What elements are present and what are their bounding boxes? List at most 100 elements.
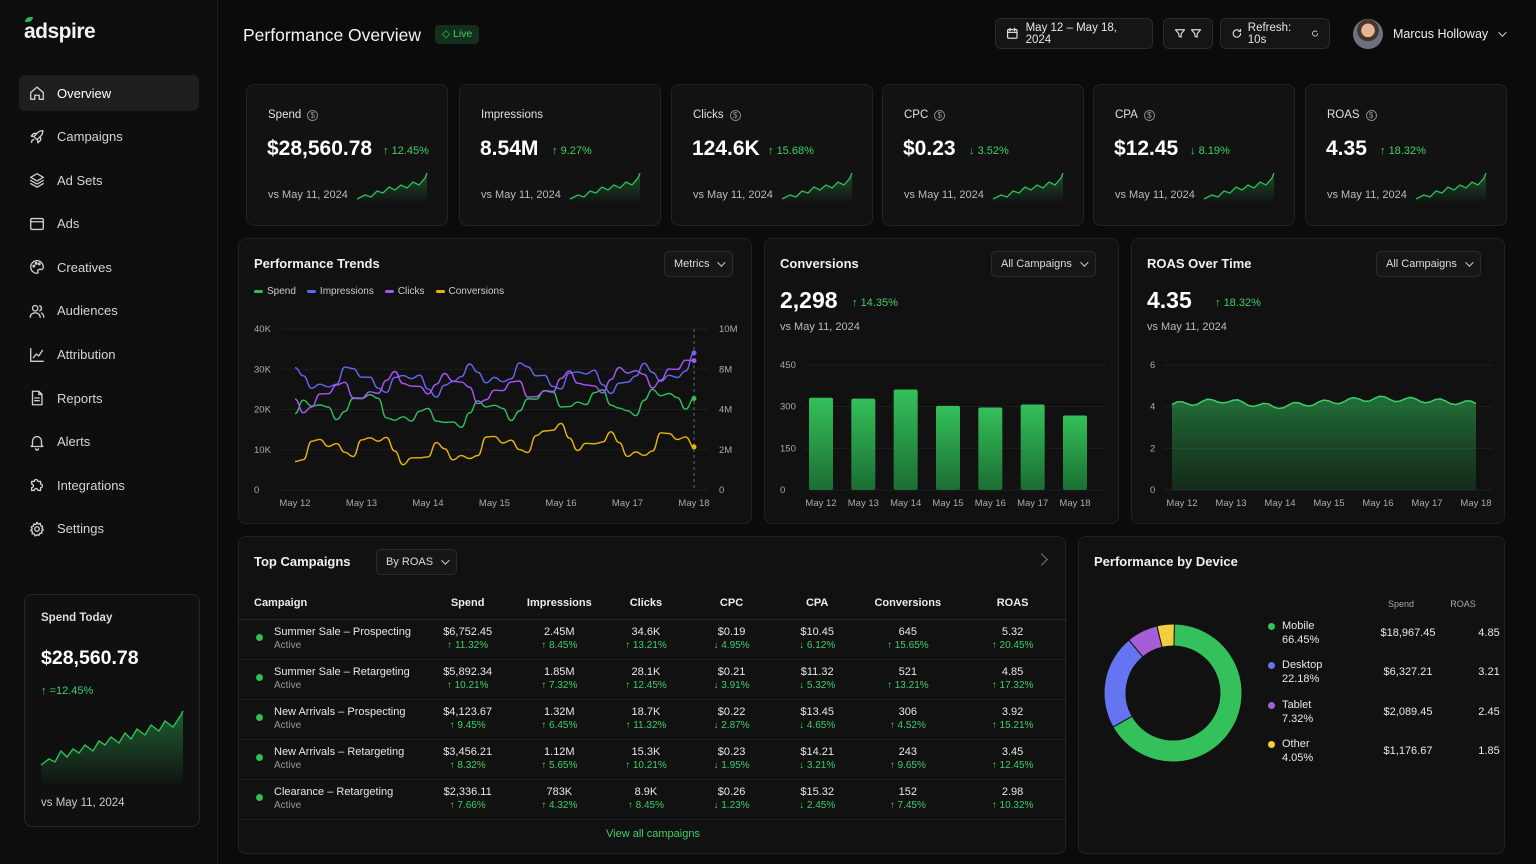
metric-delta: ↓ 1.23%: [713, 800, 750, 811]
sidebar-item-alerts[interactable]: Alerts: [19, 424, 199, 460]
campaign-status: Active: [274, 760, 302, 771]
x-tick-label: May 18: [1460, 498, 1491, 509]
sidebar-item-overview[interactable]: Overview: [19, 75, 199, 111]
series-line-clicks: [294, 359, 695, 414]
column-header[interactable]: ROAS: [958, 587, 1067, 620]
table-row[interactable]: New Arrivals – Prospecting Active $4,123.6…: [239, 699, 1067, 740]
device-row-tablet[interactable]: Tablet 7.32% $2,089.45 2.45: [1268, 698, 1514, 726]
sidebar-item-audiences[interactable]: Audiences: [19, 293, 199, 329]
series-point: [691, 396, 697, 402]
device-row-other[interactable]: Other 4.05% $1,176.67 1.85: [1268, 737, 1514, 765]
y-tick-label: 150: [780, 443, 796, 454]
device-row-mobile[interactable]: Mobile 66.45% $18,967.45 4.85: [1268, 619, 1514, 647]
roas-over-time-chart: 6 4 2 0 May 12 May 13 May 14 May 15 May 16 May 17…: [1150, 360, 1492, 509]
info-icon[interactable]: $: [307, 109, 319, 121]
brand-logo[interactable]: adspire: [24, 17, 96, 44]
series-line-conversions: [294, 422, 695, 466]
device-name: Other: [1282, 738, 1310, 750]
sidebar-item-reports[interactable]: Reports: [19, 380, 199, 416]
column-header[interactable]: CPA: [776, 587, 858, 620]
metrics-dropdown[interactable]: Metrics: [664, 251, 734, 277]
metric-delta: ↑ 4.52%: [889, 720, 926, 731]
kpi-label-text: Clicks: [693, 109, 724, 121]
metric-delta: ↓ 4.65%: [799, 720, 836, 731]
device-row-desktop[interactable]: Desktop 22.18% $6,327.21 3.21: [1268, 658, 1514, 686]
column-header[interactable]: CPC: [686, 587, 777, 620]
sidebar-item-creatives[interactable]: Creatives: [19, 249, 199, 285]
info-icon[interactable]: $: [934, 109, 946, 121]
legend-item-conversions[interactable]: Conversions: [435, 286, 504, 297]
campaign-name[interactable]: Clearance – Retargeting: [274, 786, 394, 798]
kpi-delta-value: 3.52%: [977, 145, 1009, 157]
roas-campaign-dropdown[interactable]: All Campaigns: [1376, 251, 1481, 277]
column-header[interactable]: Campaign: [239, 587, 423, 620]
sidebar-item-integrations[interactable]: Integrations: [19, 467, 199, 503]
bar[interactable]: [1063, 415, 1087, 490]
legend-item-clicks[interactable]: Clicks: [384, 286, 425, 297]
info-icon[interactable]: $: [729, 109, 741, 121]
user-menu[interactable]: Marcus Holloway: [1353, 18, 1507, 49]
kpi-card-cpa[interactable]: CPA $ $12.45 ↓ 8.19% vs May 11, 2024: [1093, 84, 1295, 226]
sidebar-item-ad-sets[interactable]: Ad Sets: [19, 162, 199, 198]
kpi-sparkline: [357, 173, 428, 203]
date-range-label: May 12 – May 18, 2024: [1025, 21, 1117, 46]
campaign-name[interactable]: New Arrivals – Retargeting: [274, 746, 405, 758]
info-icon[interactable]: $: [1143, 109, 1155, 121]
rocket-icon: [30, 129, 44, 144]
chevron-down-icon: [1498, 27, 1507, 37]
kpi-card-roas[interactable]: ROAS $4.35 ↑ 18.32% vs May 11, 2024: [1305, 84, 1507, 226]
metric-value: 34.6K: [631, 626, 661, 638]
donut-slice-mobile[interactable]: [1112, 623, 1243, 763]
sidebar-item-attribution[interactable]: Attribution: [19, 337, 199, 373]
legend-item-spend[interactable]: Spend: [254, 286, 296, 297]
column-header[interactable]: Spend: [422, 587, 513, 620]
date-range-picker[interactable]: May 12 – May 18, 2024: [995, 18, 1153, 49]
expand-chevron-icon[interactable]: [1035, 553, 1048, 566]
bar[interactable]: [851, 398, 876, 490]
device-dot: [1268, 702, 1275, 709]
status-dot: [256, 634, 263, 641]
table-row[interactable]: Summer Sale – Prospecting Active $6,752.45…: [239, 619, 1067, 660]
conversions-campaign-dropdown[interactable]: All Campaigns: [991, 251, 1096, 277]
sidebar-item-label: Ads: [57, 216, 80, 232]
metric-cell: $0.19 ↓ 4.95%: [686, 619, 777, 660]
sidebar-item-settings[interactable]: Settings: [19, 511, 199, 547]
table-row[interactable]: New Arrivals – Retargeting Active $3,456.2…: [239, 739, 1067, 780]
bar[interactable]: [936, 405, 960, 490]
kpi-card-impressions[interactable]: Impressions 8.54M ↑ 9.27% vs May 11, 2024: [459, 84, 661, 226]
legend-item-impressions[interactable]: Impressions: [306, 286, 374, 297]
kpi-card-cpc[interactable]: CPC $ $0.23 ↓ 3.52% vs May 11, 2024: [882, 84, 1084, 226]
campaign-name[interactable]: New Arrivals – Prospecting: [274, 706, 406, 718]
kpi-card-clicks[interactable]: Clicks $124.6K ↑ 15.68% vs May 11, 2024: [671, 84, 873, 226]
gear-icon: [30, 521, 44, 537]
sidebar-item-campaigns[interactable]: Campaigns: [19, 119, 199, 155]
campaign-name[interactable]: Summer Sale – Prospecting: [274, 626, 411, 638]
metric-cell: 1.12M ↑ 5.65%: [512, 739, 606, 780]
bar[interactable]: [809, 397, 833, 490]
table-row[interactable]: Summer Sale – Retargeting Active $5,892.34…: [239, 659, 1067, 700]
legend-swatch: [306, 290, 316, 293]
table-row[interactable]: Clearance – Retargeting Active $2,336.11 ↑ …: [239, 779, 1067, 820]
device-dot: [1268, 741, 1275, 748]
kpi-card-spend[interactable]: Spend $ $28,560.78 ↑ 12.45% vs May 11, 2024: [246, 84, 448, 226]
metric-cell: 4.85 ↑ 17.32%: [958, 659, 1067, 700]
info-icon[interactable]: $: [1365, 109, 1377, 121]
metric-delta: ↑ 9.65%: [889, 760, 926, 771]
filter-button[interactable]: [1163, 18, 1213, 49]
column-header[interactable]: Clicks: [605, 587, 687, 620]
sidebar-item-ads[interactable]: Ads: [19, 206, 199, 242]
spend-today-title: Spend Today: [41, 612, 113, 624]
campaign-name[interactable]: Summer Sale – Retargeting: [274, 666, 410, 678]
kpi-value: 4.35: [1326, 137, 1367, 160]
view-all-campaigns-link[interactable]: View all campaigns: [606, 828, 700, 840]
bar[interactable]: [978, 407, 1003, 491]
sort-by-dropdown[interactable]: By ROAS: [376, 549, 458, 575]
metric-delta: ↑ 8.32%: [449, 760, 486, 771]
bar[interactable]: [893, 389, 918, 490]
refresh-button[interactable]: Refresh: 10s: [1220, 18, 1330, 49]
donut-slice-other[interactable]: [1156, 623, 1175, 648]
donut-slice-desktop[interactable]: [1103, 639, 1144, 728]
column-header[interactable]: Conversions: [857, 587, 959, 620]
bar[interactable]: [1020, 404, 1045, 490]
column-header[interactable]: Impressions: [512, 587, 606, 620]
